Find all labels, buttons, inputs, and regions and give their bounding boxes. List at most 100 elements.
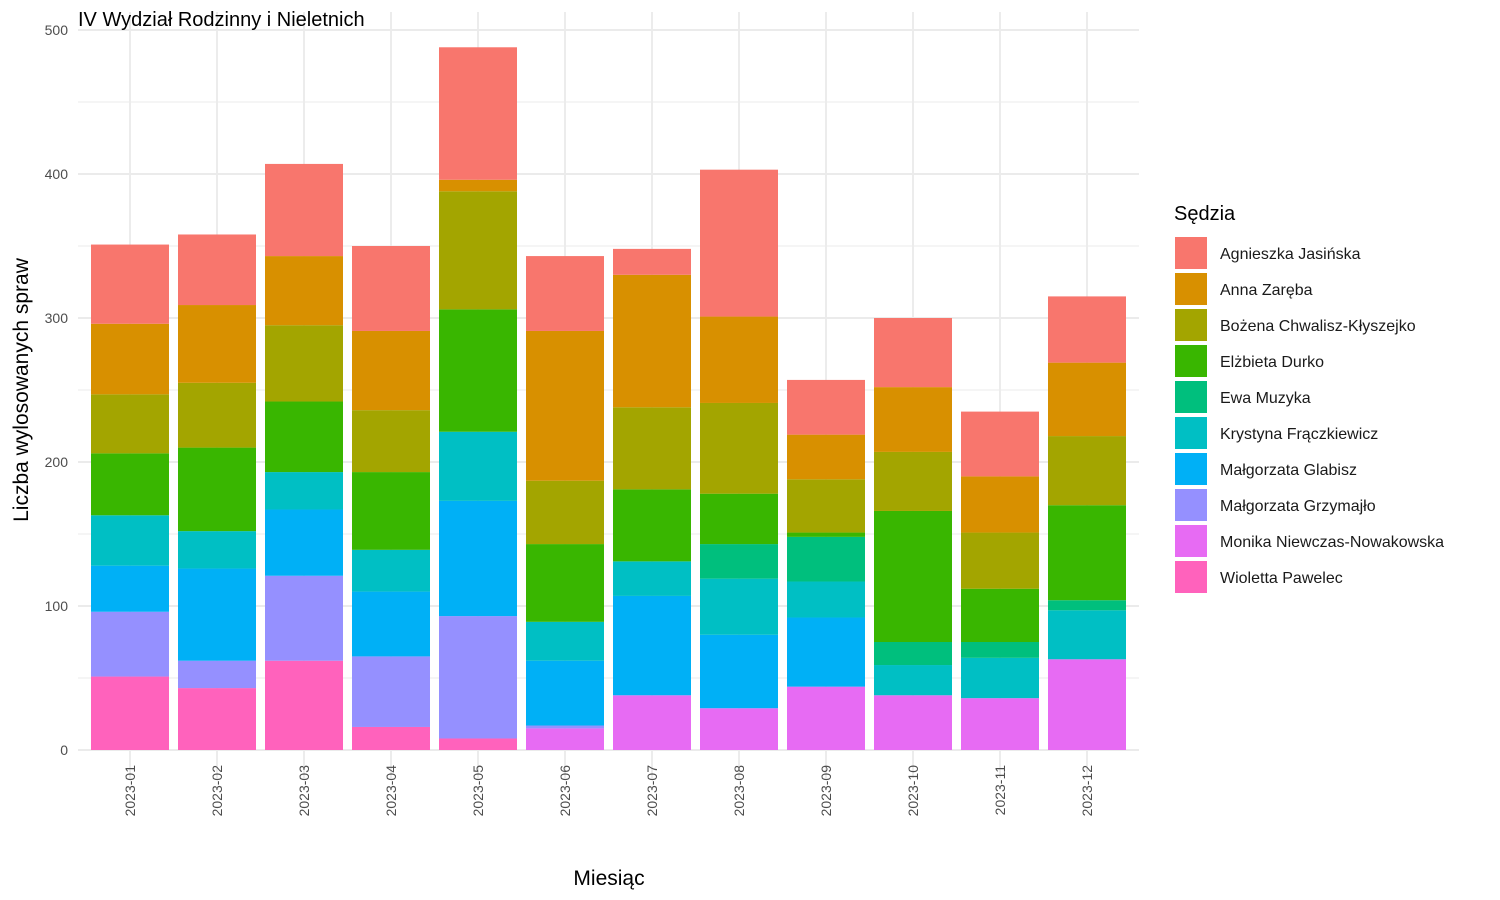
bar-segment (787, 479, 865, 533)
bar-segment (352, 246, 430, 331)
bar-segment (265, 256, 343, 326)
bar-segment (91, 611, 169, 677)
bar-segment (178, 305, 256, 383)
bar-segment (961, 657, 1039, 699)
legend-item: Ewa Muzyka (1174, 380, 1311, 414)
bar-stack-2023-05 (439, 47, 517, 750)
x-axis-title: Miesiąc (573, 867, 644, 890)
bar-segment (874, 695, 952, 750)
bar-segment (787, 617, 865, 687)
legend-label: Monika Niewczas-Nowakowska (1220, 534, 1444, 551)
bar-segment (439, 616, 517, 739)
legend-label: Wioletta Pawelec (1220, 570, 1343, 587)
bar-segment (526, 728, 604, 750)
bar-segment (352, 330, 430, 411)
bar-segment (874, 387, 952, 452)
legend-swatch (1175, 345, 1207, 377)
bar-segment (91, 453, 169, 516)
bar-segment (700, 578, 778, 635)
x-axis: 2023-01 2023-02 2023-03 2023-04 2023-05 2023-… (122, 765, 1095, 817)
bar-segment (787, 581, 865, 618)
bar-segment (439, 191, 517, 310)
bar-segment (265, 325, 343, 402)
y-tick-label: 300 (45, 310, 69, 326)
bar-segment (613, 595, 691, 696)
legend-label: Bożena Chwalisz-Kłyszejko (1220, 318, 1416, 335)
bar-segment (874, 642, 952, 666)
bar-segment (178, 688, 256, 750)
bar-segment (700, 316, 778, 403)
bar-segment (526, 621, 604, 661)
bar-segment (178, 568, 256, 661)
bar-segment (874, 510, 952, 642)
bar-segment (700, 634, 778, 709)
legend-swatch (1175, 453, 1207, 485)
bar-segment (613, 407, 691, 490)
y-tick-label: 200 (45, 454, 69, 470)
bar-segment (1048, 600, 1126, 611)
legend-item: Elżbieta Durko (1174, 344, 1324, 378)
bar-segment (874, 451, 952, 511)
bar-segment (265, 163, 343, 257)
bar-segment (700, 493, 778, 545)
bar-segment (700, 402, 778, 494)
bar-segment (352, 726, 430, 750)
bar-segment (700, 169, 778, 317)
chart-title: IV Wydział Rodzinny i Nieletnich (78, 9, 365, 31)
bar-stack-2023-11 (961, 411, 1039, 750)
bar-segment (613, 561, 691, 596)
bar-segment (700, 544, 778, 579)
y-tick-label: 100 (45, 598, 69, 614)
y-tick-label: 0 (60, 742, 68, 758)
bar-segment (700, 708, 778, 750)
bar-stack-2023-09 (787, 379, 865, 750)
y-axis: 0 100 200 300 400 500 (45, 22, 69, 758)
x-tick-label: 2023-04 (383, 765, 399, 817)
legend-item: Krystyna Frączkiewicz (1174, 416, 1378, 450)
legend-swatch (1175, 237, 1207, 269)
x-tick-label: 2023-07 (644, 765, 660, 817)
legend-item: Małgorzata Glabisz (1174, 452, 1357, 486)
legend-swatch (1175, 489, 1207, 521)
bar-segment (91, 394, 169, 454)
bars (91, 47, 1126, 750)
legend-swatch (1175, 561, 1207, 593)
bar-segment (439, 179, 517, 192)
bar-segment (874, 318, 952, 388)
bar-segment (526, 480, 604, 545)
bar-stack-2023-03 (265, 163, 343, 750)
bar-segment (352, 656, 430, 727)
bar-segment (526, 256, 604, 331)
bar-stack-2023-02 (178, 234, 256, 750)
bar-segment (613, 274, 691, 408)
bar-segment (526, 544, 604, 622)
y-tick-label: 400 (45, 166, 69, 182)
legend-label: Małgorzata Glabisz (1220, 462, 1357, 479)
bar-segment (352, 549, 430, 592)
bar-segment (352, 472, 430, 550)
bar-segment (178, 531, 256, 569)
legend-label: Anna Zaręba (1220, 282, 1313, 299)
x-tick-label: 2023-08 (731, 765, 747, 817)
bar-segment (91, 676, 169, 750)
bar-segment (91, 323, 169, 395)
x-tick-label: 2023-10 (905, 765, 921, 817)
x-tick-label: 2023-05 (470, 765, 486, 817)
bar-segment (439, 47, 517, 180)
bar-stack-2023-07 (613, 248, 691, 750)
bar-segment (439, 431, 517, 501)
bar-segment (1048, 436, 1126, 506)
legend-item: Bożena Chwalisz-Kłyszejko (1174, 308, 1416, 342)
bar-segment (787, 536, 865, 582)
bar-segment (787, 686, 865, 750)
legend-item: Wioletta Pawelec (1174, 560, 1343, 594)
bar-segment (961, 588, 1039, 642)
bar-segment (874, 665, 952, 696)
bar-segment (787, 379, 865, 435)
bar-segment (439, 738, 517, 750)
bar-segment (787, 434, 865, 480)
bar-segment (961, 476, 1039, 533)
bar-stack-2023-06 (526, 256, 604, 750)
y-tick-label: 500 (45, 22, 69, 38)
x-tick-label: 2023-06 (557, 765, 573, 817)
